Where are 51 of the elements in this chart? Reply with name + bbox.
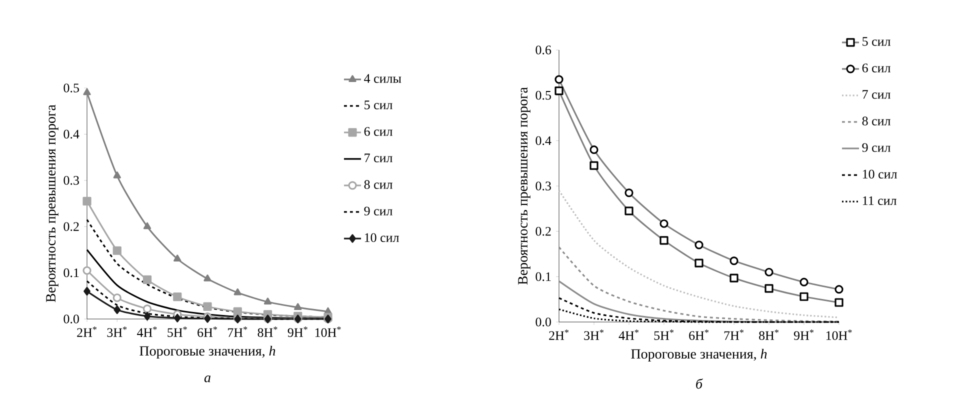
x-axis-title: Пороговые значения, h bbox=[631, 348, 767, 362]
x-tick-label: 6H$^{*}$ bbox=[198, 326, 218, 337]
y-tick-label: 0.1 bbox=[536, 272, 551, 282]
y-axis-title: Вероятность превышения порога bbox=[46, 104, 58, 302]
x-axis-title: Пороговые значения, h bbox=[140, 346, 276, 359]
y-tick-label: 0.3 bbox=[536, 182, 551, 190]
x-tick-label: 10H$^{*}$ bbox=[826, 330, 852, 340]
x-tick-label: 8H$^{*}$ bbox=[258, 326, 278, 337]
y-tick-label: 0.0 bbox=[536, 318, 551, 326]
x-tick-label: 7H$^{*}$ bbox=[724, 330, 744, 340]
legend-label: 11 сил bbox=[862, 196, 896, 206]
x-tick-label: 3H$^{*}$ bbox=[584, 330, 604, 340]
legend-label: 6 сил bbox=[364, 127, 392, 136]
x-tick-label: 8H$^{*}$ bbox=[759, 330, 779, 340]
legend-label: 5 сил bbox=[862, 37, 890, 46]
y-tick-label: 0.6 bbox=[536, 46, 552, 54]
x-tick-label: 7H$^{*}$ bbox=[228, 326, 248, 337]
legend-label: 8 сил bbox=[364, 180, 392, 189]
y-axis-title: Вероятность превышения порога bbox=[518, 87, 530, 285]
legend-label: 5 сил bbox=[364, 100, 392, 110]
legend-label: 9 сил bbox=[364, 206, 392, 216]
legend-label: 10 сил bbox=[862, 170, 897, 179]
y-tick-label: 0.2 bbox=[64, 222, 79, 232]
x-tick-label: 2H$^{*}$ bbox=[549, 330, 569, 340]
legend-label: 7 сил bbox=[862, 90, 890, 99]
y-tick-label: 0.3 bbox=[64, 176, 79, 185]
legend-label: 8 сил bbox=[862, 116, 890, 126]
x-tick-label: 5H$^{*}$ bbox=[168, 326, 187, 337]
y-tick-label: 0.5 bbox=[536, 90, 551, 100]
legend-label: 7 сил bbox=[364, 154, 392, 162]
text: б bbox=[696, 378, 703, 389]
x-tick-label: 9H$^{*}$ bbox=[288, 326, 308, 337]
text: а bbox=[204, 376, 210, 382]
y-tick-label: 0.0 bbox=[64, 314, 79, 324]
y-tick-label: 0.1 bbox=[64, 268, 79, 278]
x-tick-label: 4H$^{*}$ bbox=[618, 330, 639, 340]
x-tick-label: 10H$^{*}$ bbox=[315, 326, 341, 337]
x-tick-label: 9H$^{*}$ bbox=[794, 330, 814, 340]
x-tick-label: 2H$^{*}$ bbox=[77, 326, 97, 337]
legend-label: 4 силы bbox=[364, 74, 402, 83]
legend-label: 10 сил bbox=[364, 233, 399, 242]
x-tick-label: 6H$^{*}$ bbox=[689, 330, 709, 340]
y-tick-label: 0.4 bbox=[536, 136, 552, 146]
y-tick-label: 0.4 bbox=[64, 130, 80, 139]
legend-label: 6 сил bbox=[862, 64, 890, 72]
x-tick-label: 3H$^{*}$ bbox=[107, 326, 127, 337]
legend-label: 9 сил bbox=[862, 143, 890, 152]
y-tick-label: 0.5 bbox=[64, 84, 79, 92]
x-tick-label: 5H$^{*}$ bbox=[654, 330, 674, 340]
x-tick-label: 4H$^{*}$ bbox=[137, 326, 157, 337]
y-tick-label: 0.2 bbox=[536, 226, 551, 236]
